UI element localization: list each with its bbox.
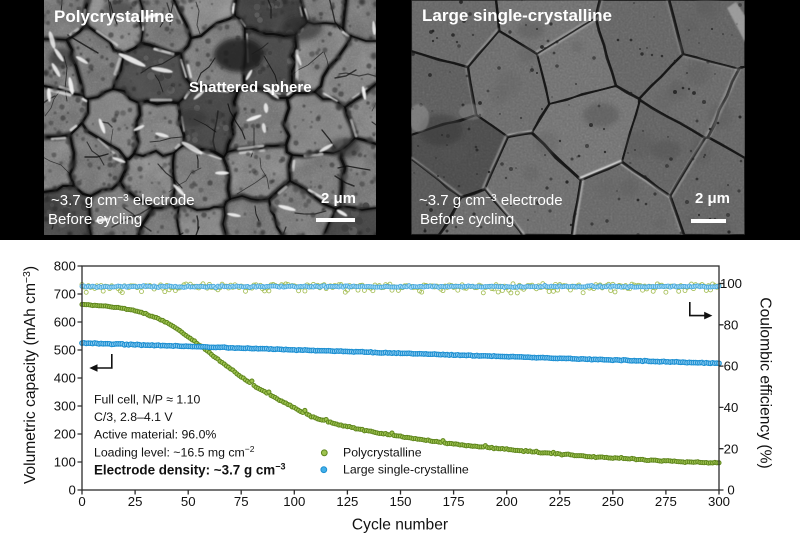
- svg-text:200: 200: [496, 494, 518, 509]
- svg-text:200: 200: [54, 427, 76, 442]
- svg-text:Active material: 96.0%: Active material: 96.0%: [94, 428, 216, 442]
- svg-text:Large single-crystalline: Large single-crystalline: [343, 463, 469, 477]
- svg-text:300: 300: [54, 399, 76, 414]
- svg-text:700: 700: [54, 287, 76, 302]
- svg-text:100: 100: [720, 276, 742, 291]
- svg-text:600: 600: [54, 315, 76, 330]
- svg-text:0: 0: [78, 494, 85, 509]
- svg-text:80: 80: [724, 317, 739, 332]
- svg-text:Loading level: ~16.5 mg cm−2: Loading level: ~16.5 mg cm−2: [94, 444, 255, 460]
- svg-text:Polycrystalline: Polycrystalline: [343, 445, 422, 459]
- svg-text:40: 40: [724, 400, 739, 415]
- svg-text:400: 400: [54, 371, 76, 386]
- svg-text:Coulombic efficiency (%): Coulombic efficiency (%): [757, 297, 774, 468]
- svg-text:100: 100: [54, 455, 76, 470]
- svg-text:20: 20: [724, 441, 739, 456]
- svg-text:100: 100: [283, 494, 305, 509]
- svg-text:125: 125: [336, 494, 358, 509]
- svg-text:800: 800: [54, 259, 76, 274]
- svg-text:50: 50: [181, 494, 196, 509]
- svg-text:150: 150: [389, 494, 411, 509]
- svg-text:0: 0: [727, 483, 734, 498]
- svg-text:225: 225: [549, 494, 571, 509]
- svg-text:250: 250: [602, 494, 624, 509]
- svg-text:Full cell, N/P ≈ 1.10: Full cell, N/P ≈ 1.10: [94, 392, 200, 406]
- svg-text:60: 60: [724, 359, 739, 374]
- svg-text:25: 25: [128, 494, 143, 509]
- svg-text:500: 500: [54, 343, 76, 358]
- svg-text:Electrode density: ~3.7 g cm−3: Electrode density: ~3.7 g cm−3: [94, 462, 285, 478]
- svg-text:C/3, 2.8–4.1 V: C/3, 2.8–4.1 V: [94, 410, 173, 424]
- svg-text:Cycle number: Cycle number: [352, 517, 448, 534]
- svg-text:0: 0: [68, 483, 75, 498]
- svg-text:175: 175: [443, 494, 465, 509]
- svg-text:Volumetric capacity (mAh cm−3): Volumetric capacity (mAh cm−3): [21, 266, 39, 484]
- svg-text:275: 275: [655, 494, 677, 509]
- svg-text:300: 300: [708, 494, 730, 509]
- svg-text:75: 75: [234, 494, 249, 509]
